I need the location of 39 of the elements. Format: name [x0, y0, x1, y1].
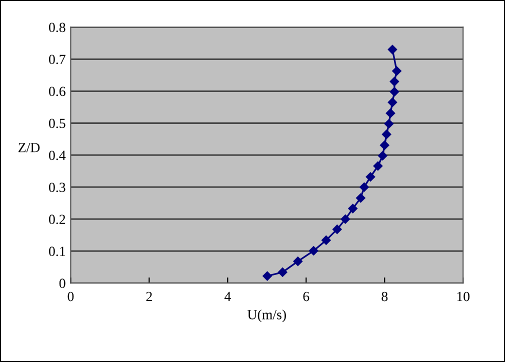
y-tick-label: 0.2	[49, 214, 66, 224]
point	[373, 161, 383, 171]
x-tick-label: 2	[146, 292, 152, 302]
point	[384, 119, 394, 128]
point	[388, 44, 398, 54]
point	[386, 108, 396, 118]
point	[360, 182, 369, 192]
y-tick-label: 0.8	[49, 22, 66, 32]
point	[293, 256, 303, 266]
point	[388, 98, 398, 107]
y-tick-label: 0.4	[49, 150, 66, 160]
point	[380, 140, 390, 150]
point	[366, 172, 376, 182]
y-tick-label: 0.1	[49, 246, 66, 256]
point	[378, 151, 388, 160]
point	[390, 87, 400, 96]
y-axis-title: Z/D	[18, 143, 40, 152]
point	[382, 130, 392, 139]
point	[340, 214, 350, 224]
point	[278, 268, 288, 277]
point	[262, 271, 272, 281]
y-tick-label: 0.7	[49, 54, 66, 64]
y-tick-label: 0.3	[49, 182, 66, 192]
point	[332, 224, 342, 234]
y-tick-label: 0.5	[49, 118, 66, 128]
x-axis-title: U(m/s)	[248, 310, 286, 322]
x-tick-label: 6	[303, 292, 310, 302]
y-tick-label: 0	[59, 278, 66, 288]
point	[392, 66, 402, 76]
x-tick-label: 10	[457, 292, 470, 302]
point	[308, 246, 318, 256]
x-tick-label: 4	[224, 292, 231, 302]
y-tick-label: 0.6	[49, 86, 66, 96]
point	[322, 236, 331, 245]
x-tick-label: 0	[68, 292, 74, 302]
point	[356, 193, 366, 203]
x-tick-label: 8	[382, 292, 388, 302]
point	[348, 204, 358, 214]
point	[390, 76, 400, 86]
